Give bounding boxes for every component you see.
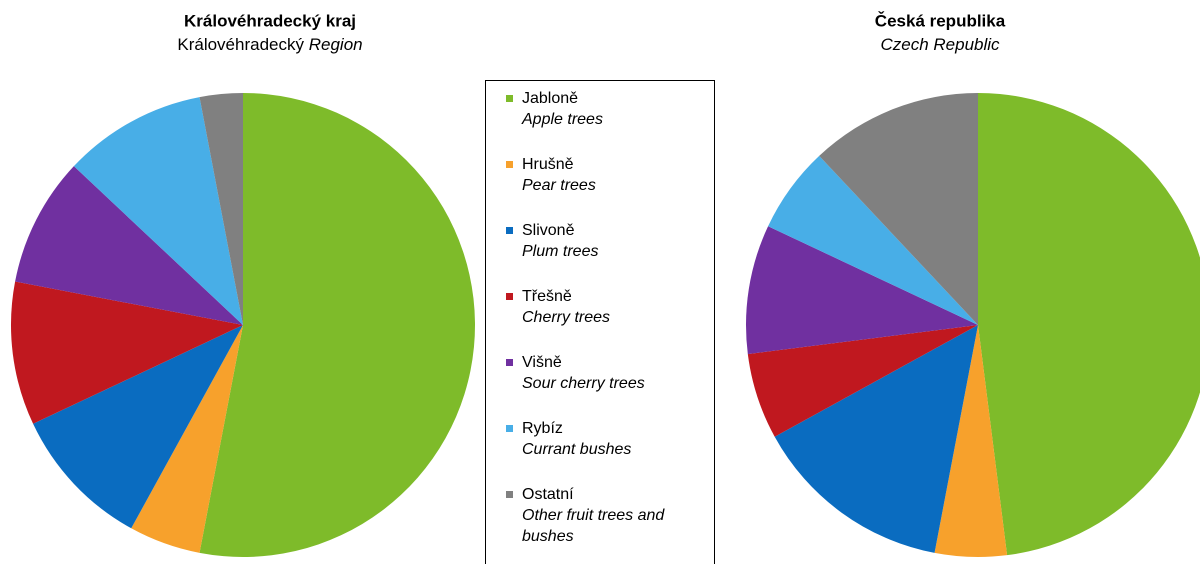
- legend-swatch: [506, 425, 513, 432]
- legend-label: Rybíz: [522, 420, 563, 437]
- legend-label: Višně: [522, 354, 562, 371]
- pie-slice: [33, 325, 243, 529]
- chart-title: Česká republika: [875, 11, 1006, 30]
- pie-slice: [73, 97, 244, 325]
- legend-sublabel: Plum trees: [522, 243, 599, 260]
- legend-swatch: [506, 359, 513, 366]
- legend: Jabloně Apple trees Hrušně Pear trees Slivon…: [485, 80, 715, 564]
- legend-sublabel: Currant bushes: [522, 441, 632, 458]
- pie-slice: [934, 325, 1008, 557]
- legend-sublabel: Cherry trees: [522, 309, 611, 326]
- pie-slice: [819, 93, 978, 325]
- pie-slice: [199, 93, 243, 325]
- subtitle-part: Czech Republic: [880, 35, 1000, 54]
- legend-sublabel: Pear trees: [522, 177, 596, 194]
- pie-slice: [15, 166, 243, 325]
- chart-subtitle: Czech Republic: [880, 35, 1000, 54]
- legend-label: Třešně: [522, 288, 572, 305]
- legend-text: Višně Sour cherry trees: [522, 352, 707, 394]
- pie-slice: [774, 325, 978, 553]
- legend-sublabel: Sour cherry trees: [522, 375, 645, 392]
- subtitle-part: Královéhradecký: [177, 35, 304, 54]
- legend-text: Třešně Cherry trees: [522, 286, 707, 328]
- pie-slice: [747, 325, 978, 437]
- legend-label: Hrušně: [522, 156, 574, 173]
- legend-sublabel: Other fruit trees and bushes: [522, 507, 665, 545]
- legend-text: Jabloně Apple trees: [522, 88, 707, 130]
- legend-text: Slivoně Plum trees: [522, 220, 707, 262]
- legend-text: Rybíz Currant bushes: [522, 418, 707, 460]
- subtitle-part: Region: [309, 35, 363, 54]
- legend-text: Ostatní Other fruit trees and bushes: [522, 484, 707, 547]
- legend-swatch: [506, 95, 513, 102]
- pie-slice: [978, 93, 1200, 556]
- legend-label: Ostatní: [522, 486, 574, 503]
- legend-swatch: [506, 227, 513, 234]
- legend-text: Hrušně Pear trees: [522, 154, 707, 196]
- legend-swatch: [506, 161, 513, 168]
- pie-slice: [10, 281, 243, 424]
- chart-subtitle: Královéhradecký Region: [177, 35, 362, 54]
- legend-sublabel: Apple trees: [522, 111, 603, 128]
- legend-swatch: [506, 491, 513, 498]
- legend-label: Jabloně: [522, 90, 579, 107]
- chart-title: Královéhradecký kraj: [184, 11, 356, 30]
- legend-label: Slivoně: [522, 222, 575, 239]
- pie-slice: [768, 155, 978, 325]
- pie-slice: [199, 93, 476, 557]
- pie-slice: [131, 325, 243, 553]
- pie-slice: [746, 226, 978, 355]
- legend-swatch: [506, 293, 513, 300]
